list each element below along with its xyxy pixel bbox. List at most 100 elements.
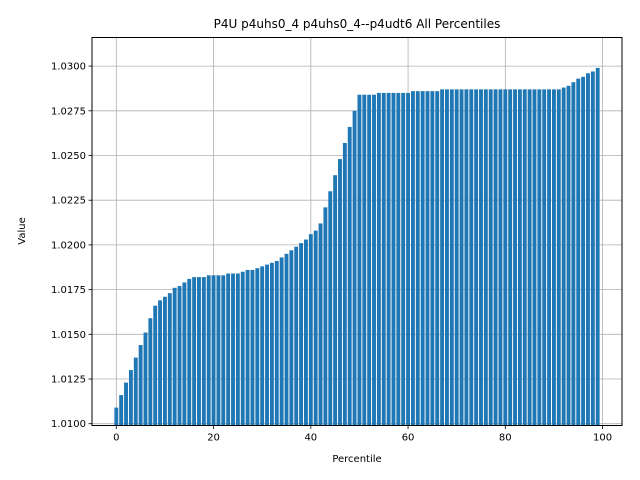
y-tick-label: 1.0200 [51, 240, 86, 251]
bar-p46 [338, 159, 342, 426]
bar-p35 [284, 253, 289, 426]
bar-p2 [124, 382, 128, 426]
bar-p38 [299, 243, 304, 426]
bar-p57 [391, 92, 396, 426]
bar-p61 [410, 91, 415, 426]
y-tick-label: 1.0100 [51, 419, 86, 430]
bar-p50 [357, 94, 362, 426]
bar-p65 [430, 91, 435, 426]
bar-p51 [362, 94, 367, 426]
bar-p59 [401, 92, 406, 426]
bar-p22 [221, 275, 226, 426]
bar-p91 [556, 89, 561, 426]
bar-p90 [551, 89, 556, 426]
y-tick-label: 1.0175 [51, 285, 86, 296]
bar-p11 [167, 293, 172, 426]
bar-p47 [342, 142, 347, 426]
bar-p49 [352, 110, 357, 426]
y-tick-label: 1.0300 [51, 62, 86, 73]
bar-p58 [396, 92, 401, 426]
bar-p44 [328, 191, 333, 426]
y-tick-label: 1.0250 [51, 151, 86, 162]
bar-p62 [415, 91, 420, 426]
bar-p96 [581, 76, 586, 426]
bar-p88 [542, 89, 547, 426]
y-tick-label: 1.0125 [51, 375, 86, 386]
bar-p86 [532, 89, 537, 426]
bar-p33 [274, 261, 279, 426]
x-tick-label: 40 [304, 433, 317, 444]
bar-p19 [206, 275, 211, 426]
chart-title: P4U p4uhs0_4 p4uhs0_4--p4udt6 All Percen… [214, 17, 501, 31]
bar-p26 [240, 271, 245, 426]
bar-p24 [231, 273, 235, 426]
x-tick-label: 100 [593, 433, 612, 444]
y-axis-ticks: 1.0100 1.0125 1.0150 1.0175 1.0200 1.0225 1.02… [51, 62, 92, 430]
bar-p99 [595, 67, 600, 426]
bar-p15 [187, 278, 192, 426]
bar-p73 [469, 89, 474, 426]
bar-p20 [211, 275, 216, 426]
bar-p54 [376, 92, 381, 426]
y-tick-label: 1.0225 [51, 196, 86, 207]
bar-p89 [547, 89, 552, 426]
bar-p29 [255, 268, 260, 426]
bar-p31 [265, 264, 269, 426]
bar-p14 [182, 282, 187, 426]
bar-p42 [318, 223, 323, 426]
bar-p95 [576, 78, 581, 426]
bars [114, 67, 600, 426]
bar-p66 [435, 91, 440, 426]
bar-p21 [216, 275, 221, 426]
x-tick-label: 80 [499, 433, 512, 444]
bar-p5 [138, 345, 143, 426]
bar-p1 [119, 395, 124, 426]
bar-p75 [479, 89, 483, 426]
y-tick-label: 1.0150 [51, 330, 86, 341]
bar-p45 [333, 175, 338, 426]
bar-p23 [226, 273, 231, 426]
bar-p10 [162, 296, 167, 426]
bar-p16 [192, 277, 197, 426]
bar-p7 [148, 318, 153, 426]
bar-p8 [153, 305, 158, 426]
x-tick-label: 60 [402, 433, 415, 444]
bar-p87 [537, 89, 542, 426]
bar-p9 [158, 300, 163, 426]
bar-p43 [323, 207, 328, 426]
bar-p64 [425, 91, 430, 426]
bar-p82 [513, 89, 517, 426]
bar-p74 [474, 89, 479, 426]
bar-p28 [250, 269, 255, 426]
bar-p60 [406, 92, 410, 426]
bar-p79 [498, 89, 503, 426]
bar-p72 [464, 89, 469, 426]
bar-p80 [503, 89, 508, 426]
plot-frame [91, 37, 623, 426]
bar-p27 [245, 269, 250, 426]
bar-p3 [128, 370, 133, 426]
bar-p17 [197, 277, 201, 426]
bar-p67 [440, 89, 445, 426]
bar-p85 [527, 89, 532, 426]
bar-p4 [133, 357, 138, 426]
bar-p70 [454, 89, 459, 426]
x-tick-label: 0 [113, 433, 119, 444]
bar-p34 [279, 257, 284, 426]
bar-p40 [308, 234, 313, 426]
bar-p98 [590, 71, 595, 426]
bar-p81 [508, 89, 513, 426]
bar-p63 [420, 91, 425, 426]
bar-p97 [586, 73, 590, 426]
bar-p53 [372, 94, 376, 426]
y-axis-label: Value [17, 217, 28, 244]
bar-p36 [289, 250, 294, 426]
bar-p92 [561, 87, 566, 426]
bar-p56 [386, 92, 391, 426]
x-axis-ticks: 0 20 40 60 80 100 [113, 425, 612, 444]
bar-p0 [114, 407, 119, 426]
bar-p78 [493, 89, 498, 426]
x-axis-label: Percentile [332, 454, 381, 465]
bar-p41 [313, 230, 318, 426]
